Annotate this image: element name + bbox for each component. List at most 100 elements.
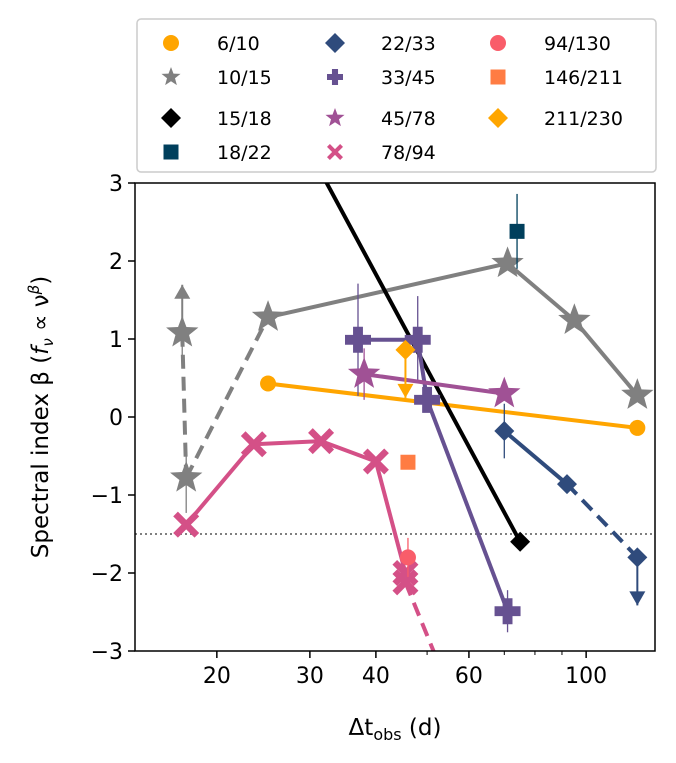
legend-entry-33-45: 33/45 bbox=[327, 67, 436, 89]
series-line bbox=[403, 581, 436, 651]
series-211-230 bbox=[395, 339, 416, 398]
data-point bbox=[345, 326, 372, 353]
legend-marker bbox=[490, 35, 506, 51]
legend-marker bbox=[490, 69, 506, 85]
legend-entry-18-22: 18/22 bbox=[163, 142, 272, 164]
data-point bbox=[170, 460, 203, 492]
data-point bbox=[621, 378, 654, 409]
legend: 6/10 10/15 15/18 18/22 22/33 33/45 45/78 78/94 9… bbox=[136, 18, 657, 173]
series-line bbox=[184, 316, 270, 479]
legend-marker bbox=[325, 108, 345, 127]
data-point bbox=[491, 246, 524, 278]
data-point bbox=[509, 223, 525, 239]
legend-label: 211/230 bbox=[544, 108, 623, 130]
series-line bbox=[565, 482, 639, 559]
data-point bbox=[494, 598, 521, 625]
data-point bbox=[488, 376, 521, 408]
y-axis-title-prop: ∝ ν bbox=[28, 294, 54, 338]
legend-label: 15/18 bbox=[217, 108, 272, 130]
legend-label: 6/10 bbox=[217, 33, 260, 55]
data-point bbox=[414, 386, 441, 413]
legend-marker bbox=[163, 35, 179, 51]
legend-entry-146-211: 146/211 bbox=[490, 67, 623, 89]
series-45-78 bbox=[347, 348, 521, 408]
data-point bbox=[362, 448, 389, 475]
y-axis-title-close: ) bbox=[28, 276, 54, 285]
data-point bbox=[308, 428, 335, 455]
series-18-22 bbox=[509, 193, 525, 269]
series-6-10 bbox=[260, 375, 646, 436]
legend-entry-45-78: 45/78 bbox=[325, 108, 436, 130]
legend-marker bbox=[161, 67, 181, 86]
legend-label: 78/94 bbox=[381, 142, 436, 164]
series-line bbox=[503, 429, 569, 486]
legend-label: 10/15 bbox=[217, 67, 272, 89]
legend-label: 146/211 bbox=[544, 67, 623, 89]
legend-entry-22-33: 22/33 bbox=[325, 33, 436, 55]
y-tick-label: 0 bbox=[109, 406, 123, 431]
y-axis-title: Spectral index β (fν ∝ νβ) bbox=[25, 276, 57, 558]
legend-label: 18/22 bbox=[217, 142, 272, 164]
x-tick-label: 60 bbox=[455, 664, 483, 689]
series-line bbox=[363, 372, 505, 396]
data-point bbox=[392, 569, 419, 596]
data-point bbox=[166, 315, 199, 347]
legend-label: 33/45 bbox=[381, 67, 436, 89]
series-22-33 bbox=[494, 403, 648, 606]
limit-arrow-head bbox=[174, 284, 191, 299]
legend-label: 22/33 bbox=[381, 33, 436, 55]
series-33-45 bbox=[345, 283, 521, 633]
legend-frame bbox=[136, 18, 657, 173]
legend-marker bbox=[163, 144, 179, 160]
limit-arrow-head bbox=[397, 383, 414, 398]
data-point bbox=[399, 549, 416, 566]
x-axis-title: Δtobs (d) bbox=[349, 715, 442, 744]
y-axis-title-f: f bbox=[28, 344, 54, 355]
x-axis-title-unit: (d) bbox=[402, 715, 442, 741]
y-tick-label: −2 bbox=[91, 562, 123, 587]
y-tick-label: −1 bbox=[91, 484, 123, 509]
legend-entry-6-10: 6/10 bbox=[163, 33, 260, 55]
series-146-211 bbox=[400, 454, 416, 470]
series-line bbox=[320, 439, 377, 464]
x-tick-label: 40 bbox=[362, 664, 390, 689]
data-point bbox=[173, 511, 200, 538]
y-tick-label: 2 bbox=[109, 250, 123, 275]
legend-entry-94-130: 94/130 bbox=[490, 33, 611, 55]
series-line bbox=[373, 460, 408, 574]
series-line bbox=[180, 332, 189, 478]
data-point bbox=[510, 531, 531, 552]
legend-marker bbox=[325, 33, 345, 53]
y-axis-title-nu-sub: ν bbox=[39, 338, 57, 346]
data-point bbox=[240, 431, 267, 458]
series-10-15 bbox=[166, 246, 654, 513]
data-point bbox=[400, 454, 416, 470]
series-line bbox=[506, 261, 576, 322]
x-tick-label: 30 bbox=[296, 664, 324, 689]
series-78-94 bbox=[173, 428, 436, 651]
series-line bbox=[572, 318, 639, 397]
x-axis-title-sub: obs bbox=[373, 725, 401, 744]
x-tick-label: 20 bbox=[203, 664, 231, 689]
legend-entry-10-15: 10/15 bbox=[161, 67, 272, 89]
x-axis-title-main: Δt bbox=[349, 715, 374, 741]
legend-marker bbox=[327, 144, 343, 160]
data-point bbox=[347, 357, 381, 388]
data-point bbox=[404, 326, 431, 353]
legend-entry-211-230: 211/230 bbox=[488, 108, 623, 130]
data-point bbox=[558, 303, 591, 335]
data-point bbox=[395, 339, 416, 360]
data-point bbox=[627, 547, 648, 568]
legend-marker bbox=[488, 108, 508, 128]
series-line bbox=[267, 381, 638, 430]
data-point bbox=[260, 375, 277, 392]
legend-marker bbox=[161, 108, 181, 128]
data-point bbox=[629, 419, 646, 436]
y-axis-title-main: Spectral index β ( bbox=[28, 355, 54, 558]
plot-area bbox=[135, 183, 655, 651]
legend-entry-78-94: 78/94 bbox=[327, 142, 436, 164]
series-line bbox=[253, 439, 322, 447]
series-line bbox=[267, 261, 508, 320]
y-tick-label: −3 bbox=[91, 640, 123, 665]
